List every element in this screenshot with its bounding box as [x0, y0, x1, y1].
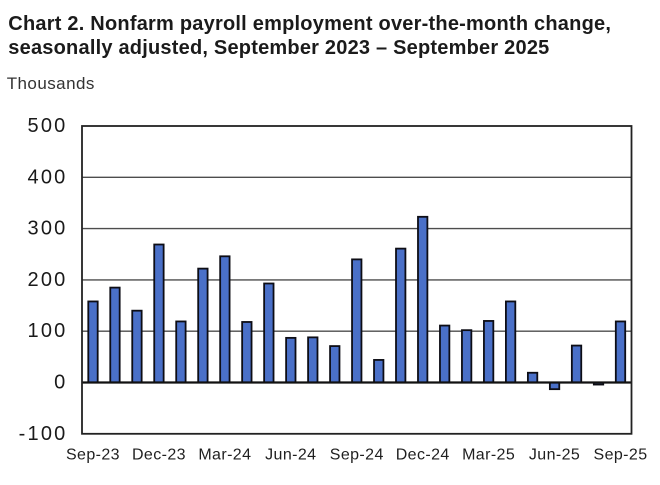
svg-text:Dec-23: Dec-23 — [132, 447, 186, 464]
svg-text:Dec-24: Dec-24 — [396, 447, 450, 464]
svg-text:Mar-25: Mar-25 — [462, 447, 515, 464]
svg-text:Thousands: Thousands — [7, 74, 95, 93]
svg-text:Chart 2. Nonfarm payroll emplo: Chart 2. Nonfarm payroll employment over… — [8, 13, 611, 35]
svg-text:300: 300 — [28, 218, 68, 240]
svg-text:Jun-24: Jun-24 — [265, 447, 316, 464]
svg-text:Jun-25: Jun-25 — [529, 447, 580, 464]
svg-text:0: 0 — [54, 372, 67, 394]
svg-text:-100: -100 — [19, 423, 68, 445]
svg-text:400: 400 — [28, 166, 68, 188]
svg-text:500: 500 — [28, 115, 68, 137]
svg-text:Sep-23: Sep-23 — [66, 447, 120, 464]
svg-text:Mar-24: Mar-24 — [198, 447, 251, 464]
svg-text:200: 200 — [28, 269, 68, 291]
svg-text:Sep-25: Sep-25 — [594, 447, 648, 464]
svg-text:Sep-24: Sep-24 — [330, 447, 384, 464]
svg-text:seasonally adjusted, September: seasonally adjusted, September 2023 – Se… — [8, 37, 549, 59]
svg-text:100: 100 — [28, 320, 68, 342]
